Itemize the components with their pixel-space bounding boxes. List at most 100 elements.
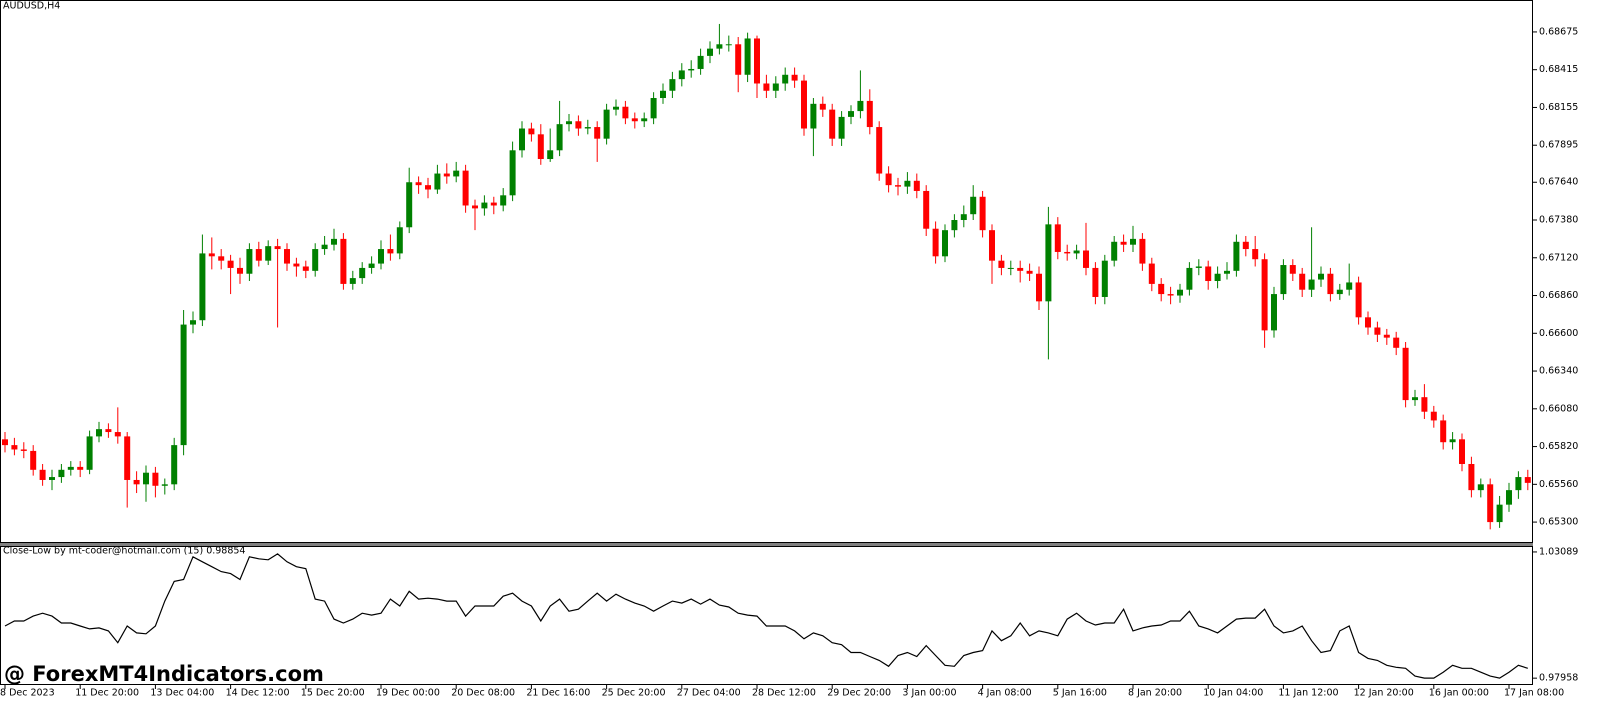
candle-body <box>1130 238 1136 245</box>
candle-body <box>1186 267 1193 290</box>
candle-body <box>218 256 225 261</box>
candle-body <box>1177 289 1183 296</box>
candle-body <box>904 180 911 187</box>
candle-body <box>1120 241 1127 245</box>
candle-body <box>2 439 8 446</box>
y-tick-label: 0.66340 <box>1539 366 1578 377</box>
candle-body <box>566 121 572 125</box>
candle-body <box>1007 267 1014 269</box>
candle-body <box>331 238 337 245</box>
candle-body <box>39 469 46 480</box>
candle-body <box>942 230 948 257</box>
candle-body <box>1054 224 1061 252</box>
candle-body <box>161 484 168 486</box>
candle-body <box>913 180 920 191</box>
x-tick-label: 4 Jan 08:00 <box>978 688 1032 699</box>
x-tick-label: 28 Dec 12:00 <box>752 688 816 699</box>
candle-body <box>519 128 525 151</box>
candle-body <box>1083 250 1089 268</box>
candle-body <box>415 182 422 186</box>
x-tick-label: 21 Dec 16:00 <box>526 688 590 699</box>
x-tick-label: 14 Dec 12:00 <box>226 688 290 699</box>
candle-body <box>302 266 309 271</box>
candle-body <box>660 90 666 99</box>
candle-body <box>716 44 723 49</box>
candle-body <box>1299 273 1306 290</box>
candle-body <box>1195 266 1202 268</box>
candle-body <box>1383 334 1390 338</box>
candle-body <box>462 170 469 206</box>
candle-body <box>1092 267 1099 297</box>
x-tick-label: 17 Jan 08:00 <box>1504 688 1564 699</box>
x-tick-label: 11 Jan 12:00 <box>1278 688 1338 699</box>
candle-body <box>801 80 807 129</box>
candle-body <box>425 185 431 190</box>
y-tick-label: 0.68155 <box>1539 102 1578 113</box>
candle-body <box>547 150 554 160</box>
candle-body <box>77 466 84 470</box>
x-tick-label: 19 Dec 00:00 <box>376 688 440 699</box>
candle-body <box>923 190 930 229</box>
candle-body <box>979 196 986 231</box>
candle-body <box>509 150 516 196</box>
candle-body <box>763 83 770 91</box>
candle-body <box>960 214 967 221</box>
candle-body <box>86 436 93 470</box>
chart-title: AUDUSD,H4 <box>3 1 60 12</box>
candle-body <box>1318 273 1324 280</box>
candle-body <box>434 173 441 190</box>
y-tick-label: 0.97958 <box>1539 673 1578 684</box>
candle-body <box>838 116 845 139</box>
candle-body <box>180 324 187 446</box>
candle-body <box>49 477 55 480</box>
candle-body <box>1242 241 1249 250</box>
candle-body <box>989 230 995 261</box>
candle-body <box>396 227 403 254</box>
y-tick-label: 0.67640 <box>1539 177 1578 188</box>
candle-body <box>274 246 281 250</box>
candle-body <box>885 173 892 186</box>
candle-body <box>387 249 394 254</box>
candle-body <box>500 195 507 206</box>
x-tick-label: 11 Dec 20:00 <box>75 688 139 699</box>
candle-body <box>1233 241 1240 271</box>
x-tick-label: 15 Dec 20:00 <box>301 688 365 699</box>
candle-body <box>1271 294 1277 331</box>
candle-body <box>237 267 243 274</box>
y-tick-label: 0.67380 <box>1539 215 1578 226</box>
candle-body <box>1327 273 1334 295</box>
candle-body <box>67 466 74 470</box>
candle-body <box>208 253 215 257</box>
candle-body <box>725 44 732 46</box>
candle-body <box>782 74 789 84</box>
candle-body <box>772 83 779 91</box>
candle-body <box>1430 411 1437 421</box>
candle-body <box>349 278 356 284</box>
candle-body <box>1393 337 1400 348</box>
candle-body <box>1101 260 1108 297</box>
candle-body <box>30 450 37 470</box>
candle-body <box>1477 484 1484 491</box>
candle-body <box>622 106 629 119</box>
candle-body <box>791 74 798 81</box>
candle-body <box>246 249 253 274</box>
marks: 0.68675 0.68415 0.68155 0.67895 0.67640 0.673… <box>0 23 1578 699</box>
x-tick-label: 3 Jan 00:00 <box>902 688 956 699</box>
candle-body <box>669 79 676 91</box>
x-tick-label: 20 Dec 08:00 <box>451 688 515 699</box>
y-tick-label: 0.67120 <box>1539 252 1578 263</box>
candle-body <box>584 127 591 129</box>
candle-body <box>650 98 657 119</box>
y-tick-label: 0.65300 <box>1539 517 1578 528</box>
candle-body <box>1496 504 1503 523</box>
candle-body <box>1280 265 1287 295</box>
candle-body <box>1308 279 1315 290</box>
candle-body <box>1045 224 1052 302</box>
candle-body <box>876 127 883 174</box>
candle-body <box>556 124 563 151</box>
candle-body <box>1224 270 1230 274</box>
candle-body <box>114 432 121 437</box>
candle-body <box>378 249 384 264</box>
x-tick-label: 16 Jan 00:00 <box>1429 688 1489 699</box>
